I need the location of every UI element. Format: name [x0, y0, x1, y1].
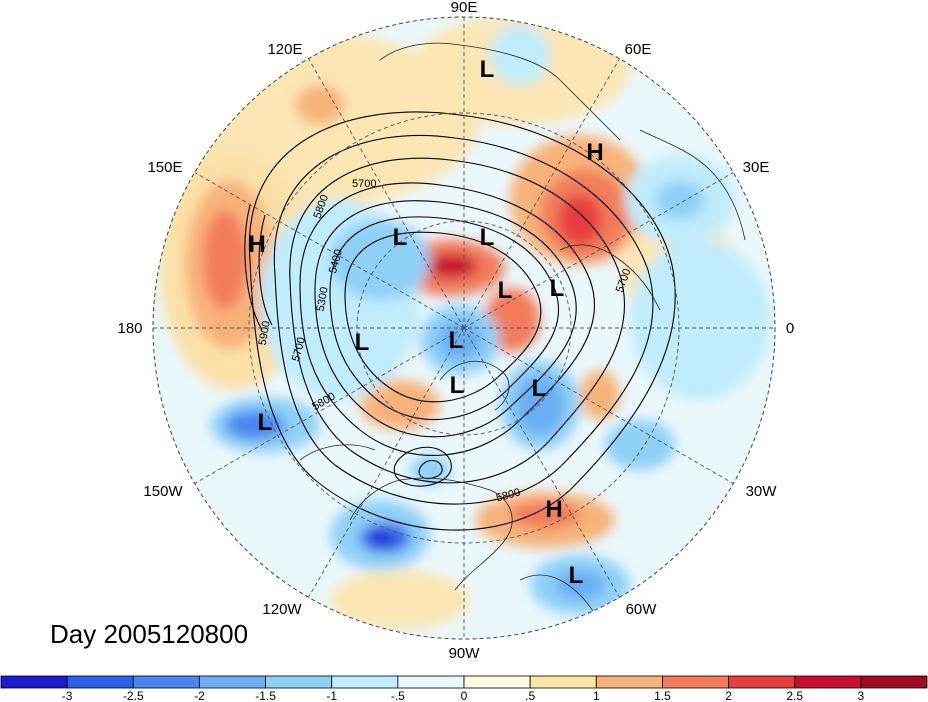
- lon-label-180: 180: [117, 320, 142, 337]
- pressure-system-high: H: [586, 139, 603, 166]
- colorbar-tick-label: 1: [593, 689, 600, 702]
- lon-label-30e: 30E: [743, 159, 770, 176]
- lon-label-90w: 90W: [449, 645, 481, 662]
- pressure-system-high: H: [248, 231, 265, 258]
- colorbar-tick-label: .5: [525, 689, 535, 702]
- contour-label: 5900: [257, 320, 273, 346]
- colorbar-tick-label: -1.5: [255, 689, 276, 702]
- pressure-system-low: L: [480, 224, 495, 251]
- colorbar-tick-label: -3: [62, 689, 73, 702]
- pressure-system-low: L: [569, 562, 584, 589]
- colorbar-swatch: [529, 675, 597, 689]
- colorbar-tick-label: 0: [461, 689, 468, 702]
- colorbar-swatch: [662, 675, 729, 689]
- pressure-system-low: L: [498, 277, 513, 304]
- lon-label-30w: 30W: [746, 483, 778, 500]
- lon-label-120w: 120W: [262, 601, 302, 618]
- contour-label: 5300: [315, 286, 331, 312]
- colorbar-tick-label: -.5: [391, 689, 405, 702]
- pressure-system-high: H: [545, 496, 562, 523]
- colorbar-tick-label: 2.5: [786, 689, 803, 702]
- colorbar-swatch: [595, 675, 663, 689]
- colorbar-swatch: [728, 675, 796, 689]
- colorbar: -3 -2.5 -2 -1.5 -1 -.5 0 .5 1 1.5 2 2.5 3: [0, 675, 928, 702]
- colorbar-swatch: [199, 675, 266, 689]
- colorbar-tick-label: -1: [326, 689, 337, 702]
- colorbar-swatch: [397, 675, 465, 689]
- map-boundary: [152, 16, 776, 640]
- colorbar-tick-label: 2: [725, 689, 732, 702]
- graticule: [153, 17, 775, 639]
- day-title: Day 2005120800: [50, 619, 249, 649]
- lon-label-150e: 150E: [147, 159, 182, 176]
- lon-label-0: 0: [786, 320, 794, 337]
- colorbar-tick-label: 3: [858, 689, 865, 702]
- pressure-system-low: L: [355, 329, 370, 356]
- colorbar-swatch: [66, 675, 134, 689]
- lon-label-150w: 150W: [143, 483, 183, 500]
- anomaly-field: [153, 17, 775, 639]
- colorbar-tick-label: 1.5: [654, 689, 671, 702]
- pressure-systems: L H H L L L L L L L L L H L: [248, 56, 603, 589]
- lon-label-60e: 60E: [625, 41, 652, 58]
- lon-label-90e: 90E: [451, 0, 478, 16]
- height-contours: [244, 111, 676, 531]
- colorbar-swatch: [860, 675, 928, 689]
- lon-label-120e: 120E: [267, 41, 302, 58]
- pressure-system-low: L: [393, 224, 408, 251]
- pressure-system-low: L: [532, 375, 547, 402]
- colorbar-swatch: [331, 675, 399, 689]
- contour-label: 5700: [352, 178, 376, 190]
- colorbar-tick-label: -2.5: [123, 689, 144, 702]
- pressure-system-low: L: [258, 409, 273, 436]
- pressure-system-low: L: [450, 372, 465, 399]
- longitude-labels: 90E 60E 30E 0 30W 60W 90W 120W 150W 180 …: [117, 0, 794, 662]
- colorbar-swatch: [463, 675, 531, 689]
- colorbar-swatch: [794, 675, 862, 689]
- colorbar-swatch: [0, 675, 68, 689]
- pressure-system-low: L: [480, 56, 495, 83]
- colorbar-swatch: [132, 675, 200, 689]
- colorbar-tick-label: -2: [194, 689, 205, 702]
- pressure-system-low: L: [550, 275, 565, 302]
- lon-label-60w: 60W: [626, 601, 658, 618]
- colorbar-swatch: [265, 675, 333, 689]
- pressure-system-low: L: [449, 327, 464, 354]
